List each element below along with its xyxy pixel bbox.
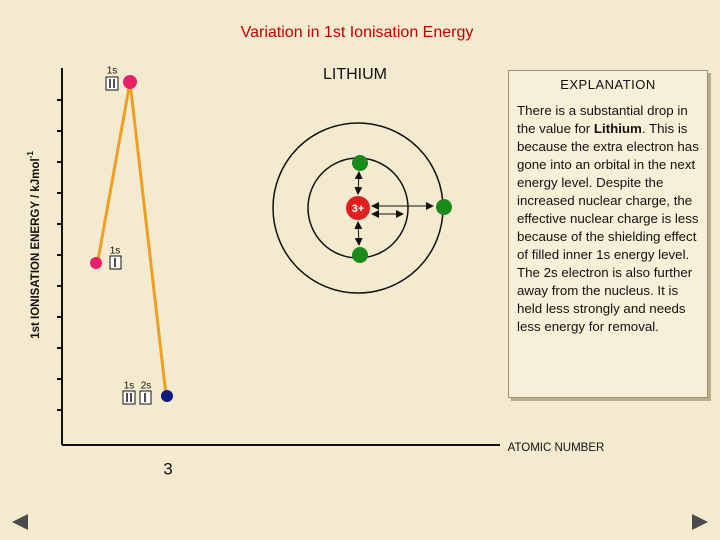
trend-line: [96, 81, 132, 261]
atomic-number: 3: [163, 459, 172, 478]
element-name: LITHIUM: [323, 66, 387, 83]
electron-spins: [109, 79, 115, 88]
orbital-label: 1s: [110, 246, 121, 257]
orbital-label: 2s: [141, 381, 152, 392]
y-axis-label: 1st IONISATION ENERGY / kJmol-1: [26, 151, 42, 339]
text: There is a substantial drop in the value…: [517, 103, 688, 136]
y-ticks: [57, 99, 62, 411]
attraction-arrow: [354, 171, 363, 195]
point-lithium: [161, 390, 173, 402]
orbital-label: 1s: [124, 381, 135, 392]
nav-next[interactable]: [692, 514, 708, 530]
nucleus: [346, 196, 370, 220]
explanation-box: EXPLANATION There is a substantial drop …: [508, 70, 708, 398]
orbital-box: [122, 390, 136, 405]
explanation-text: There is a substantial drop in the value…: [509, 92, 707, 336]
nucleus-charge: 3+: [352, 203, 365, 215]
x-axis-label: ATOMIC NUMBER: [508, 442, 605, 454]
point-hydrogen: [90, 257, 102, 269]
trend-line: [128, 81, 168, 396]
text: . This is because the extra electron has…: [517, 121, 699, 334]
electron: [352, 155, 368, 171]
nav-prev[interactable]: [12, 514, 28, 530]
point-helium: [123, 75, 137, 89]
orbital-box: [105, 76, 119, 91]
electron: [352, 247, 368, 263]
orbital-label: 1s: [107, 66, 118, 77]
attraction-arrow: [354, 221, 363, 246]
text-bold: Lithium: [593, 121, 642, 136]
title: Variation in 1st Ionisation Energy: [241, 24, 474, 41]
electron: [436, 199, 452, 215]
explanation-heading: EXPLANATION: [560, 77, 656, 92]
electron-spins: [126, 393, 146, 402]
